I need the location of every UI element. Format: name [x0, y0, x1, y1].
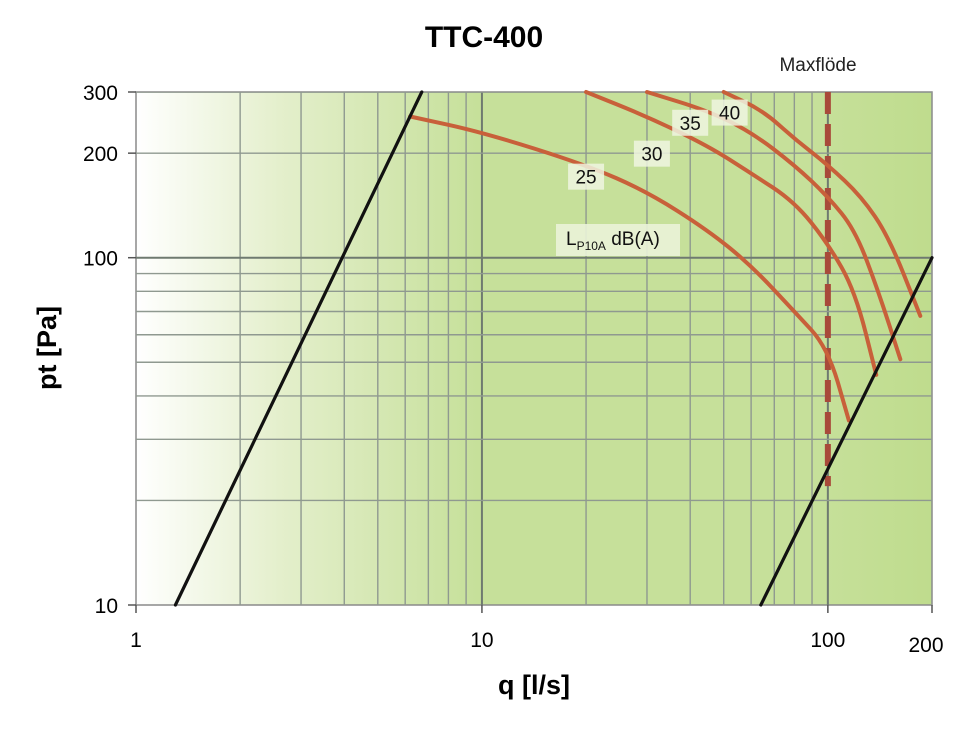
curve-family-label-box [556, 224, 680, 256]
x-tick-label: 200 [908, 634, 943, 657]
curve-family-label-main: L [566, 229, 577, 250]
curve-labels: 25 30 35 40 [568, 99, 748, 190]
curve-family-label: LP10A dB(A) [566, 229, 660, 253]
curve-label-box [568, 163, 605, 190]
curve-label-25: 25 [575, 168, 596, 189]
limit-line-2 [759, 256, 934, 607]
x-tick-label: 10 [470, 629, 493, 652]
curve-family-label-group: LP10A dB(A) [556, 224, 680, 256]
y-tick-label: 200 [83, 143, 118, 166]
sound-curve-30 [584, 90, 879, 377]
maxflode-label: Maxflöde [779, 55, 856, 76]
x-tick-label: 1 [130, 629, 142, 652]
curve-family-label-sub: P10A [577, 239, 606, 253]
x-axis-title: q [l/s] [498, 670, 570, 700]
sound-curve-25 [408, 114, 851, 423]
curve-family-label-suffix: dB(A) [606, 229, 660, 250]
tick-labels: 10 100 200 300 1 10 100 200 [83, 82, 944, 657]
plot-background [135, 91, 933, 606]
curve-label-30: 30 [641, 145, 662, 166]
limit-lines [173, 90, 934, 607]
y-tick-label: 100 [83, 248, 118, 271]
y-axis-title: pt [Pa] [32, 306, 62, 390]
x-tick-label: 100 [810, 629, 845, 652]
sound-curve-35 [644, 90, 903, 362]
curve-label-box [672, 109, 709, 136]
curve-label-box [633, 140, 670, 167]
curve-label-35: 35 [680, 114, 701, 135]
chart-title: TTC-400 [425, 21, 543, 54]
y-tick-label: 300 [83, 82, 118, 105]
curve-label-40: 40 [719, 104, 740, 125]
limit-line-1 [173, 90, 424, 607]
y-tick-label: 10 [95, 595, 118, 618]
curve-label-box [711, 99, 748, 126]
